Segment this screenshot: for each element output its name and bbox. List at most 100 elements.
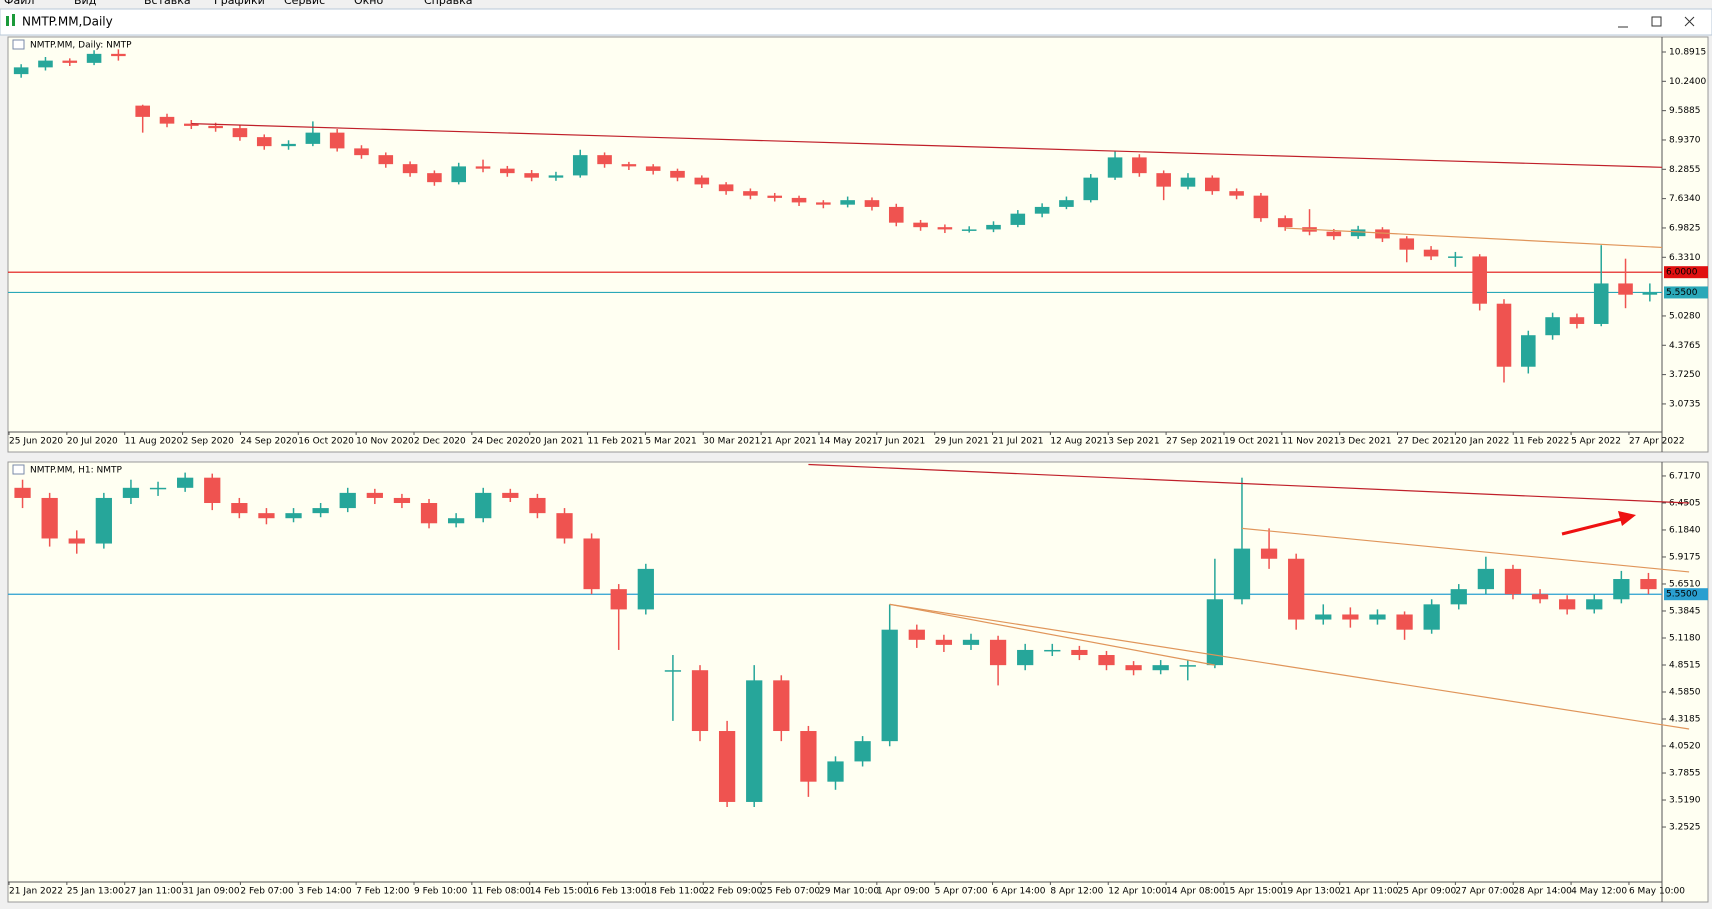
trendline — [1285, 227, 1663, 249]
pane-icon — [12, 464, 25, 475]
candle-body — [1613, 579, 1630, 600]
trendline — [889, 603, 1690, 730]
x-tick-label: 24 Dec 2020 — [472, 437, 530, 447]
candle-body — [1399, 238, 1415, 250]
candle-body — [1423, 249, 1439, 257]
candle-body — [1132, 157, 1147, 174]
candle-body — [767, 195, 783, 198]
y-tick-label: 5.9175 — [1669, 552, 1701, 562]
candle-body — [1450, 589, 1467, 605]
menu-item[interactable]: Графики — [214, 0, 265, 7]
candle-body — [1107, 157, 1123, 178]
candle-body — [1496, 303, 1512, 367]
x-tick-label: 25 Jan 13:00 — [67, 887, 124, 897]
candle-body — [773, 680, 790, 732]
x-tick-label: 4 May 12:00 — [1571, 887, 1627, 897]
candle-body — [621, 164, 637, 167]
candle-body — [556, 513, 573, 539]
y-tick-label: 4.3765 — [1669, 341, 1701, 351]
candle-body — [1559, 599, 1576, 610]
pane-background — [7, 461, 1709, 903]
candle-body — [329, 132, 345, 149]
candle-body — [529, 497, 546, 514]
menu-item[interactable]: Окно — [354, 0, 383, 7]
x-tick-label: 19 Apr 13:00 — [1282, 887, 1341, 897]
x-tick-label: 3 Sep 2021 — [1108, 437, 1159, 447]
x-tick-label: 6 Apr 14:00 — [993, 887, 1046, 897]
menu-item[interactable]: Вид — [74, 0, 97, 7]
pane-title: NMTP.MM, Daily: NMTP — [30, 41, 132, 51]
pane-background — [7, 36, 1709, 453]
x-tick-label: 31 Jan 09:00 — [183, 887, 240, 897]
trendline — [191, 123, 1663, 168]
window-title: NMTP.MM,Daily — [22, 15, 113, 29]
candle-body — [38, 60, 53, 68]
candle-body — [694, 177, 710, 185]
candle-body — [1152, 665, 1169, 671]
x-tick-label: 7 Jun 2021 — [877, 437, 925, 447]
candle-body — [854, 741, 871, 762]
candle-body — [1098, 655, 1115, 666]
candle-body — [1260, 548, 1278, 559]
candle-body — [816, 202, 831, 205]
x-tick-label: 14 Apr 08:00 — [1166, 887, 1225, 897]
y-tick-label: 3.5190 — [1669, 796, 1701, 806]
candle-body — [937, 227, 953, 230]
menu-item[interactable]: Справка — [424, 0, 472, 7]
candle-body — [664, 670, 682, 672]
candle-body — [184, 123, 199, 126]
candle-body — [1206, 599, 1224, 666]
candle-body — [645, 166, 661, 171]
x-tick-label: 1 Apr 09:00 — [877, 887, 930, 897]
candle-body — [1204, 177, 1220, 192]
menu-item[interactable]: Вставка — [144, 0, 191, 7]
candle-body — [1642, 292, 1658, 295]
candle-body — [208, 125, 223, 129]
x-tick-label: 5 Apr 2022 — [1571, 437, 1621, 447]
maximize-button[interactable] — [1651, 16, 1662, 27]
candle-body — [1586, 599, 1603, 610]
x-tick-label: 11 Feb 2022 — [1513, 437, 1569, 447]
candle-body — [1618, 283, 1633, 295]
candle-body — [122, 487, 140, 498]
menu-item[interactable]: Файл — [4, 0, 34, 7]
candle-body — [1253, 195, 1269, 219]
candle-body — [1448, 256, 1463, 258]
y-tick-label: 8.9370 — [1669, 135, 1701, 145]
candle-body — [13, 67, 29, 75]
pane-title: NMTP.MM, H1: NMTP — [30, 466, 123, 476]
candle-body — [1288, 558, 1305, 620]
candle-body — [402, 164, 418, 174]
y-tick-label: 6.9825 — [1669, 223, 1701, 233]
y-tick-label: 4.5850 — [1669, 688, 1701, 698]
x-tick-label: 9 Feb 10:00 — [414, 887, 468, 897]
y-tick-label: 3.7855 — [1669, 769, 1701, 779]
x-tick-label: 20 Jan 2021 — [530, 437, 584, 447]
candle-body — [1396, 614, 1413, 630]
candle-body — [447, 518, 465, 524]
candle-body — [1180, 177, 1196, 187]
candle-body — [1071, 649, 1088, 656]
y-tick-label: 9.5885 — [1669, 106, 1701, 116]
menu-item[interactable]: Сервис — [284, 0, 325, 7]
candle-body — [86, 53, 102, 63]
x-tick-label: 5 Mar 2021 — [645, 437, 696, 447]
y-tick-label: 5.6510 — [1669, 579, 1701, 589]
candle-body — [1179, 665, 1196, 667]
x-tick-label: 7 Feb 12:00 — [356, 887, 410, 897]
candle-body — [691, 670, 709, 732]
x-tick-label: 8 Apr 12:00 — [1050, 887, 1103, 897]
y-tick-label: 5.3845 — [1669, 606, 1701, 616]
y-tick-label: 5.0280 — [1669, 311, 1701, 321]
candle-body — [1423, 604, 1440, 630]
candle-body — [1640, 579, 1657, 590]
y-tick-label: 6.7170 — [1669, 471, 1701, 481]
candle-body — [864, 200, 880, 207]
x-tick-label: 21 Apr 11:00 — [1340, 887, 1399, 897]
candle-body — [718, 731, 736, 802]
candle-body — [1010, 213, 1026, 225]
candle-body — [961, 229, 977, 231]
x-tick-label: 14 Feb 15:00 — [530, 887, 589, 897]
close-button[interactable] — [1684, 16, 1695, 27]
